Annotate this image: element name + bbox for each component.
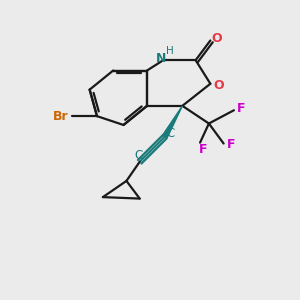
Text: F: F — [237, 102, 245, 115]
Text: F: F — [227, 139, 235, 152]
Polygon shape — [162, 106, 182, 138]
Text: N: N — [156, 52, 166, 65]
Text: O: O — [213, 79, 224, 92]
Text: F: F — [199, 143, 207, 157]
Text: C: C — [134, 149, 142, 162]
Text: O: O — [212, 32, 222, 46]
Text: C: C — [166, 127, 174, 140]
Text: H: H — [166, 46, 174, 56]
Text: Br: Br — [53, 110, 69, 123]
